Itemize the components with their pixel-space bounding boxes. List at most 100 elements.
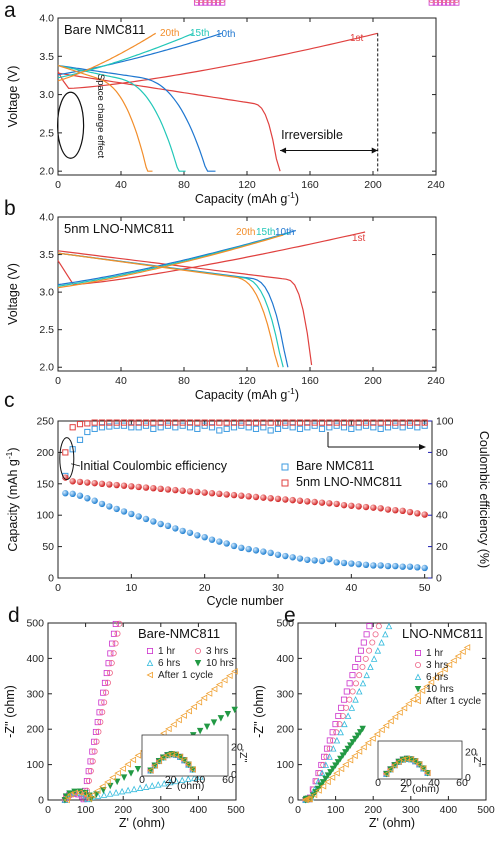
eis-e-3 hrs-point-18 (352, 680, 359, 687)
voltage-b-xtick-label-1: 40 (115, 375, 127, 387)
eis-d-6 hrs-point-10 (106, 790, 114, 797)
eis-e-inset-xtick-3: 60 (456, 777, 468, 789)
eis-d-1 hr-point-20 (105, 660, 112, 667)
bare-ce-point-29 (267, 427, 274, 434)
eis-d-After 1 cycle-point-13 (114, 769, 121, 777)
panel-letter-d: d (8, 604, 20, 627)
eis-e-1 hr-point-20 (352, 664, 359, 671)
cycling-xtick-label-2: 20 (199, 582, 211, 594)
eis-d-After 1 cycle-point-6 (83, 792, 91, 800)
cycling-legend-marker-1 (281, 479, 289, 487)
eis-e-legend-label-3: 10 hrs (426, 684, 454, 695)
eis-e-1 hr-point-22 (357, 647, 364, 654)
eis-e-legend-marker-3 (414, 686, 422, 693)
eis-d-3 hrs-point-15 (99, 709, 106, 716)
lno-capacity-point-46 (392, 506, 399, 514)
eis-e-3 hrs-point-14 (339, 712, 346, 719)
voltage-a-xtick-label-2: 80 (178, 179, 190, 191)
lno-ce-point-42 (362, 419, 370, 426)
lno-ce-point-20 (201, 419, 208, 426)
eis-d-After 1 cycle-point-22 (160, 730, 167, 737)
eis-e-inset-After 1 cycle-point-3 (395, 758, 402, 766)
cycling-legend-label-1: 5nm LNO-NMC811 (296, 475, 402, 489)
eis-d-6 hrs-point-12 (118, 787, 126, 795)
bare-capacity-point-48 (406, 563, 414, 570)
eis-d-10 hrs-point-13 (127, 770, 135, 777)
initial-ce-leader (71, 463, 81, 467)
lno-ce-point-46 (392, 419, 399, 426)
lno-capacity-point-49 (414, 510, 421, 517)
lno-capacity-point-6 (98, 480, 106, 487)
bare-capacity-point-22 (216, 538, 223, 545)
voltage-a-title: Bare NMC811 (64, 22, 145, 37)
bare-capacity-point-36 (318, 557, 326, 565)
eis-d-10 hrs-point-27 (224, 710, 232, 718)
eis-e-inset-1 hr-point-11 (428, 0, 435, 6)
lno-capacity-point-47 (399, 507, 406, 515)
bare-capacity-point-43 (370, 562, 377, 569)
bare-capacity-point-12 (142, 515, 150, 523)
voltage-a-ytick-label-1: 2.5 (39, 127, 54, 139)
eis-e-After 1 cycle-point-18 (369, 735, 376, 742)
lno-capacity-point-23 (223, 491, 230, 498)
bare-capacity-point-8 (113, 505, 120, 513)
eis-d-After 1 cycle-point-4 (76, 789, 83, 796)
eis-d-legend-marker-1 (194, 648, 201, 655)
lno-capacity-point-31 (282, 496, 289, 503)
eis-d-xtick-label-3: 300 (152, 804, 170, 816)
bare-capacity-point-45 (384, 562, 392, 570)
eis-e-10 hrs-point-12 (327, 769, 334, 776)
irreversible-arrowhead-right (371, 147, 378, 154)
eis-e-inset-After 1 cycle-point-7 (411, 758, 419, 765)
eis-e-1 hr-point-24 (363, 631, 370, 638)
eis-e-After 1 cycle-point-9 (328, 774, 336, 781)
voltage-a-xlabel: Capacity (mAh g-1) (195, 190, 299, 206)
eis-e-inset-After 1 cycle-point-8 (415, 761, 423, 768)
eis-e-6 hrs-point-9 (326, 753, 333, 760)
lno-capacity-point-42 (362, 503, 370, 511)
eis-e-After 1 cycle-point-12 (342, 761, 349, 768)
eis-e-6 hrs-point-25 (385, 622, 393, 630)
eis-e-inset-3 hrs-point-15 (445, 0, 452, 3)
panel-letter-a: a (4, 0, 16, 22)
eis-e-inset-frame (377, 740, 463, 780)
eis-e-10 hrs-point-13 (329, 765, 337, 773)
bare-capacity-point-4 (84, 495, 91, 502)
lno-capacity-point-9 (120, 482, 128, 489)
bare-ce-point-50 (421, 422, 428, 429)
eis-e-1 hr-point-19 (349, 672, 356, 679)
voltage-b-xtick-label-0: 0 (55, 375, 61, 387)
eis-e-6 hrs-point-17 (356, 687, 363, 695)
eis-e-After 1 cycle-point-37 (454, 652, 462, 660)
eis-d-After 1 cycle-point-26 (180, 712, 187, 719)
bare-capacity-point-10 (128, 510, 135, 518)
eis-e-legend-label-2: 6 hrs (426, 672, 448, 683)
eis-d-inset-xtick-0: 0 (139, 774, 145, 786)
eis-d-1 hr-point-12 (91, 738, 98, 745)
eis-d-legend-marker-4 (146, 671, 153, 679)
eis-d-xtick-label-2: 200 (114, 804, 132, 816)
bare-ce-point-3 (76, 436, 84, 443)
eis-e-After 1 cycle-point-19 (373, 730, 381, 738)
bare-capacity-point-6 (98, 500, 106, 508)
eis-e-6 hrs-point-21 (370, 655, 378, 662)
eis-d-10 hrs-point-26 (217, 715, 225, 722)
lno-ce-point-41 (355, 419, 362, 426)
eis-e-After 1 cycle-point-23 (391, 713, 399, 721)
eis-e-After 1 cycle-point-11 (337, 765, 345, 773)
eis-d-6 hrs-point-14 (130, 785, 138, 793)
eis-e-inset-1 hr-point-12 (432, 0, 439, 6)
eis-d-3 hrs-point-16 (101, 699, 108, 706)
eis-d-6 hrs-point-13 (124, 786, 132, 794)
irreversible-label: Irreversible (281, 128, 343, 142)
eis-e-After 1 cycle-point-27 (409, 696, 417, 703)
eis-e-After 1 cycle-point-32 (432, 674, 439, 682)
lno-ce-point-26 (245, 419, 252, 426)
eis-d-After 1 cycle-point-5 (80, 790, 87, 797)
voltage-plot-frame (57, 216, 437, 372)
eis-d-inset-3 hrs-point-15 (210, 0, 217, 3)
lno-ce-point-12 (142, 419, 150, 426)
voltage-b-xlabel-part1: Capacity (mAh g (195, 388, 287, 402)
eis-e-After 1 cycle-point-16 (360, 743, 367, 751)
eis-d-ytick-label-1: 100 (26, 759, 44, 771)
